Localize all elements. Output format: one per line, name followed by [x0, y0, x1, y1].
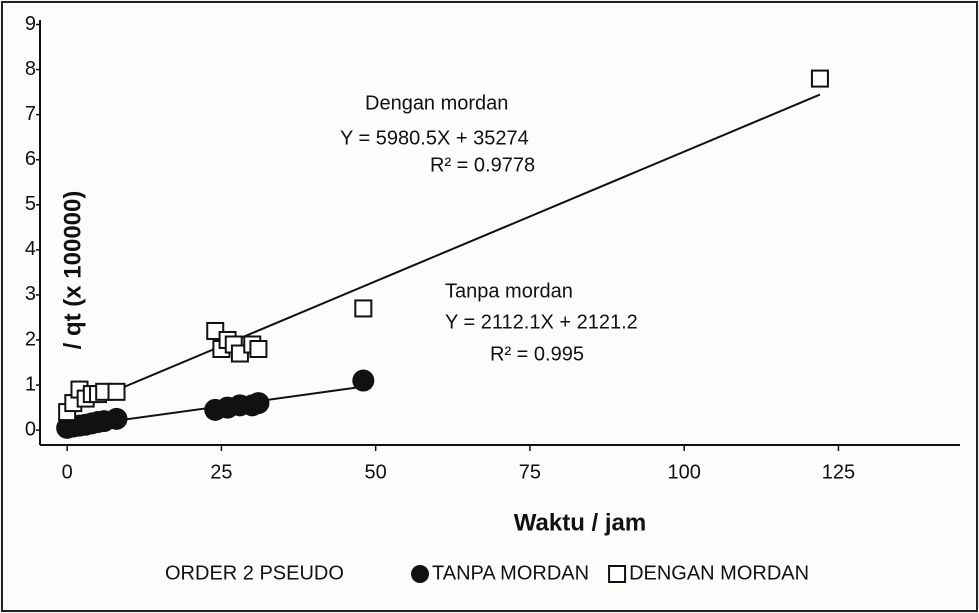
y-tick-label: 6	[25, 148, 36, 170]
y-axis-title: / qt (x 100000)	[59, 191, 86, 350]
y-tick-label: 9	[25, 13, 36, 35]
x-tick-label: 100	[667, 461, 700, 483]
x-tick-label: 0	[62, 461, 73, 483]
annotation: Tanpa mordan	[445, 280, 573, 302]
x-tick-label: 25	[210, 461, 232, 483]
x-tick-label: 125	[822, 461, 855, 483]
x-tick-label: 50	[365, 461, 387, 483]
annotation: R² = 0.995	[490, 343, 584, 365]
x-tick-label: 75	[519, 461, 541, 483]
y-tick-label: 7	[25, 103, 36, 125]
legend-marker	[411, 565, 429, 583]
point	[249, 340, 268, 359]
point	[247, 392, 270, 415]
point	[354, 299, 373, 318]
y-tick-label: 3	[25, 283, 36, 305]
annotation: Y = 5980.5X + 35274	[340, 127, 529, 149]
y-tick-label: 5	[25, 193, 36, 215]
legend-title: ORDER 2 PSEUDO	[165, 562, 344, 584]
point	[810, 69, 829, 88]
legend-label: TANPA MORDAN	[432, 562, 589, 584]
x-axis-title: Waktu / jam	[514, 509, 646, 536]
annotation: R² = 0.9778	[430, 154, 535, 176]
point	[352, 369, 375, 392]
annotation: Y = 2112.1X + 2121.2	[445, 311, 638, 333]
annotation: Dengan mordan	[365, 92, 508, 114]
y-tick-label: 4	[25, 238, 36, 260]
legend-label: DENGAN MORDAN	[629, 562, 809, 584]
legend-marker	[608, 565, 627, 583]
y-tick-label: 0	[25, 418, 36, 440]
y-tick-label: 2	[25, 328, 36, 350]
trendline	[66, 93, 821, 412]
y-tick-label: 1	[25, 373, 36, 395]
point	[105, 407, 128, 430]
point	[107, 382, 126, 401]
y-tick-label: 8	[25, 58, 36, 80]
